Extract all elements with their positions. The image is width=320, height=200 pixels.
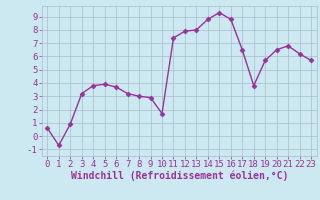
X-axis label: Windchill (Refroidissement éolien,°C): Windchill (Refroidissement éolien,°C) <box>70 171 288 181</box>
